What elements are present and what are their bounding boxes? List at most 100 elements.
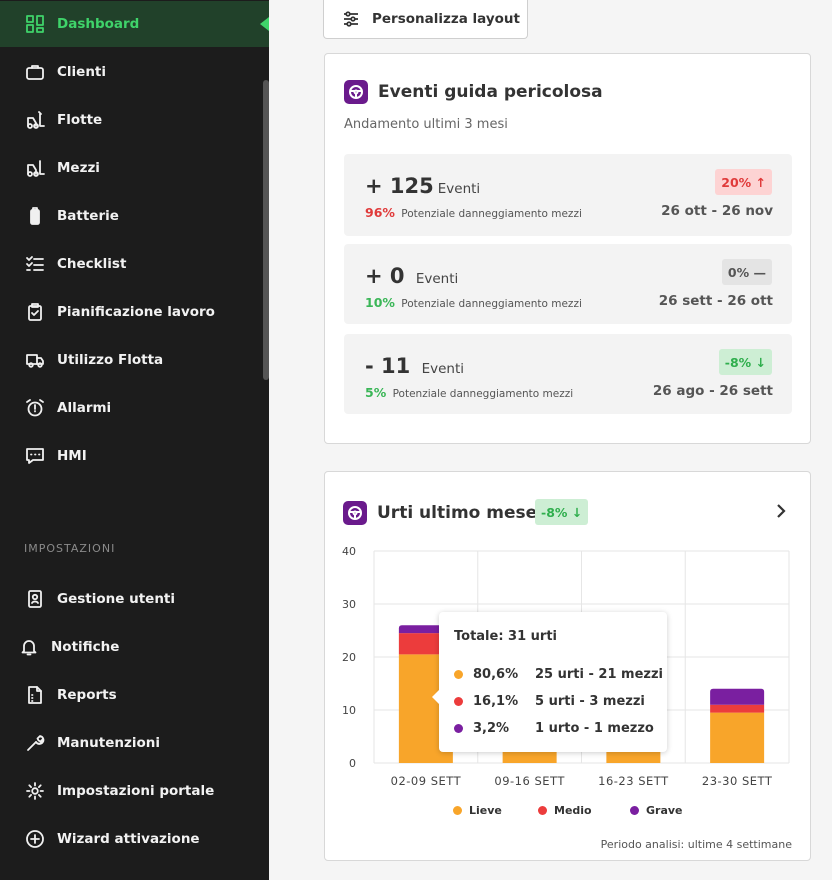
steering-wheel-icon (344, 80, 368, 104)
sidebar-item-dashboard[interactable]: Dashboard (0, 1, 269, 47)
steering-wheel-icon (343, 501, 367, 525)
legend-item-medio[interactable]: Medio (538, 804, 592, 817)
y-tick-label: 40 (342, 545, 356, 558)
card-title: Eventi guida pericolosa (378, 82, 603, 102)
personalizza-layout-label: Personalizza layout (372, 11, 520, 27)
sidebar-item-mezzi[interactable]: Mezzi (0, 145, 269, 191)
x-tick-label: 09-16 SETT (494, 774, 565, 788)
sidebar-item-gestione-utenti[interactable]: Gestione utenti (0, 576, 269, 622)
sidebar-item-label: Notifiche (51, 639, 120, 655)
sidebar-item-label: Batterie (57, 208, 119, 224)
sidebar-item-reports[interactable]: Reports (0, 672, 269, 718)
legend-item-grave[interactable]: Grave (630, 804, 683, 817)
event-row: + 0 Eventi 10% Potenziale danneggiamento… (344, 244, 792, 324)
periodo-analisi: Periodo analisi: ultime 4 settimane (600, 838, 792, 851)
grave-dot (454, 724, 463, 733)
settings-section-title: IMPOSTAZIONI (24, 542, 116, 555)
sidebar-item-label: Clienti (57, 64, 107, 80)
x-tick-label: 23-30 SETT (702, 774, 773, 788)
wrench-icon (24, 732, 46, 754)
message-icon (24, 445, 46, 467)
checklist-icon (24, 253, 46, 275)
bar-segment (710, 704, 765, 713)
lieve-dot (453, 806, 462, 815)
date-range: 26 ago - 26 sett (652, 383, 773, 399)
sidebar-item-hmi[interactable]: HMI (0, 433, 269, 479)
sidebar-item-utilizzo-flotta[interactable]: Utilizzo Flotta (0, 337, 269, 383)
sidebar-item-label: Manutenzioni (57, 735, 160, 751)
event-value: + 125 Eventi (365, 174, 481, 198)
gear-icon (24, 780, 46, 802)
eventi-guida-card: Eventi guida pericolosa Andamento ultimi… (324, 53, 811, 444)
card-subtitle: Andamento ultimi 3 mesi (344, 117, 508, 132)
chevron-right-icon[interactable] (774, 503, 788, 518)
date-range: 26 sett - 26 ott (658, 293, 773, 309)
y-tick-label: 0 (349, 757, 356, 770)
tooltip-title: Totale: 31 urti (454, 629, 558, 644)
personalizza-layout-button[interactable]: Personalizza layout (323, 0, 528, 39)
bell-icon (18, 636, 40, 658)
bar-segment (710, 688, 765, 705)
sidebar: Dashboard Clienti Flotte Mezzi Batterie … (0, 0, 269, 880)
grave-dot (630, 806, 639, 815)
trend-badge: 0% — (721, 259, 772, 285)
alarm-icon (24, 397, 46, 419)
tooltip-row: 80,6% 25 urti - 21 mezzi (454, 667, 663, 682)
tooltip-row: 16,1% 5 urti - 3 mezzi (454, 694, 645, 709)
trend-badge: -8% ↓ (535, 499, 589, 525)
card-title: Urti ultimo mese (377, 503, 538, 523)
sidebar-item-flotte[interactable]: Flotte (0, 97, 269, 143)
sidebar-item-allarmi[interactable]: Allarmi (0, 385, 269, 431)
sidebar-item-label: Pianificazione lavoro (57, 304, 215, 320)
sidebar-item-notifiche[interactable]: Notifiche (0, 624, 269, 670)
sidebar-item-batterie[interactable]: Batterie (0, 193, 269, 239)
sidebar-item-label: Impostazioni portale (57, 783, 215, 799)
sidebar-item-label: Checklist (57, 256, 127, 272)
x-tick-label: 16-23 SETT (598, 774, 669, 788)
battery-icon (24, 205, 46, 227)
sidebar-item-clienti[interactable]: Clienti (0, 49, 269, 95)
bar-segment (710, 712, 765, 763)
sidebar-item-label: HMI (57, 448, 87, 464)
briefcase-icon (24, 61, 46, 83)
y-tick-label: 10 (342, 704, 356, 717)
event-value: + 0 Eventi (365, 264, 459, 288)
tooltip-row: 3,2% 1 urto - 1 mezzo (454, 721, 654, 736)
sidebar-item-label: Dashboard (57, 16, 140, 32)
event-percent: 10% Potenziale danneggiamento mezzi (365, 295, 582, 310)
lieve-dot (454, 670, 463, 679)
report-icon (24, 684, 46, 706)
trend-badge: 20% ↑ (715, 169, 772, 195)
y-tick-label: 30 (342, 598, 356, 611)
medio-dot (454, 697, 463, 706)
trend-badge: -8% ↓ (718, 349, 772, 375)
sidebar-item-label: Allarmi (57, 400, 112, 416)
legend-item-lieve[interactable]: Lieve (453, 804, 502, 817)
sidebar-item-impostazioni-portale[interactable]: Impostazioni portale (0, 768, 269, 814)
sidebar-item-pianificazione-lavoro[interactable]: Pianificazione lavoro (0, 289, 269, 335)
user-badge-icon (24, 588, 46, 610)
plus-circle-icon (24, 828, 46, 850)
sidebar-scrollbar[interactable] (263, 80, 269, 380)
sidebar-item-wizard-attivazione[interactable]: Wizard attivazione (0, 816, 269, 862)
sidebar-item-label: Mezzi (57, 160, 100, 176)
event-percent: 5% Potenziale danneggiamento mezzi (365, 385, 574, 400)
chart-tooltip: Totale: 31 urti 80,6% 25 urti - 21 mezzi… (432, 612, 667, 752)
event-row: + 125 Eventi 96% Potenziale danneggiament… (344, 154, 792, 236)
forklift-icon (24, 157, 46, 179)
event-row: - 11 Eventi 5% Potenziale danneggiamento… (344, 334, 792, 414)
y-tick-label: 20 (342, 651, 356, 664)
sidebar-item-label: Gestione utenti (57, 591, 176, 607)
sidebar-item-label: Flotte (57, 112, 103, 128)
sidebar-item-label: Reports (57, 687, 117, 703)
sidebar-item-label: Utilizzo Flotta (57, 352, 164, 368)
sliders-icon (344, 11, 358, 27)
sidebar-item-label: Wizard attivazione (57, 831, 200, 847)
sidebar-item-manutenzioni[interactable]: Manutenzioni (0, 720, 269, 766)
event-value: - 11 Eventi (365, 354, 465, 378)
event-percent: 96% Potenziale danneggiamento mezzi (365, 205, 582, 220)
grid-icon (24, 13, 46, 35)
sidebar-item-checklist[interactable]: Checklist (0, 241, 269, 287)
date-range: 26 ott - 26 nov (661, 203, 773, 219)
x-tick-label: 02-09 SETT (391, 774, 462, 788)
